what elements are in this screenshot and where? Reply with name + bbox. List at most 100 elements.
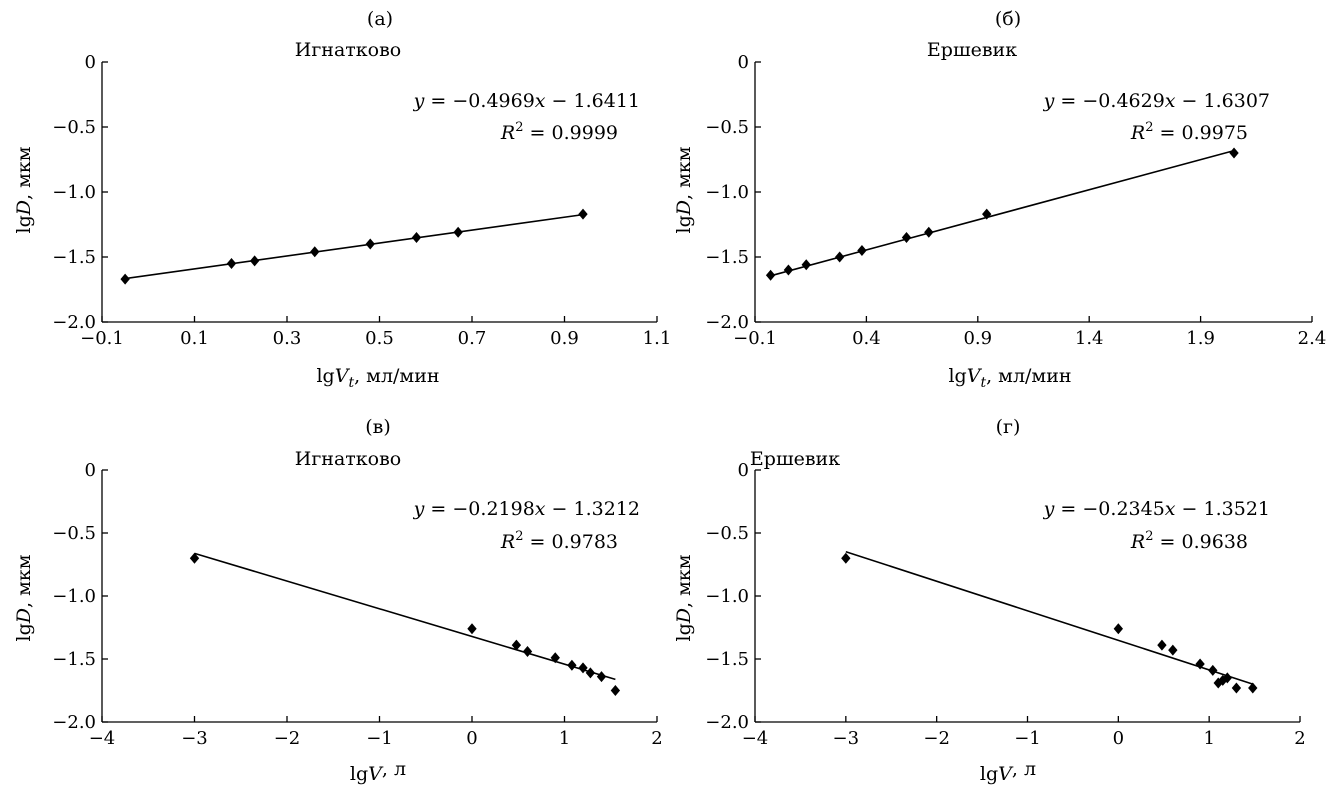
x-tick-label: 0.9 <box>963 328 992 349</box>
data-point <box>511 639 522 651</box>
y-tick-label: −1.5 <box>52 247 96 268</box>
data-point <box>1248 682 1258 694</box>
data-point <box>1113 623 1124 635</box>
x-tick-label: −4 <box>742 728 769 749</box>
x-tick-label: 2 <box>651 728 662 749</box>
data-point <box>365 238 375 250</box>
data-point <box>585 667 596 679</box>
y-tick-label: −1.0 <box>52 586 96 607</box>
panel-a: (а) Игнатково y = −0.4969x − 1.6411 R2 =… <box>13 8 671 391</box>
data-point <box>411 232 422 243</box>
data-point <box>596 671 607 683</box>
y-tick-label: −0.5 <box>52 523 96 544</box>
data-point <box>189 552 200 564</box>
data-point <box>610 685 621 696</box>
x-axis-label: lgVt, мл/мин <box>316 365 439 391</box>
y-tick-label: −0.5 <box>52 117 96 138</box>
panel-b: (б) Ершевик y = −0.4629x − 1.6307 R2 = 0… <box>673 8 1326 391</box>
x-axis-label: lgV, л <box>350 758 406 785</box>
data-point <box>567 659 577 671</box>
x-tick-label: −2 <box>274 728 301 749</box>
trend-equation: y = −0.2345x − 1.3521 <box>1043 498 1270 520</box>
data-point <box>550 652 560 664</box>
r-squared: R2 = 0.9975 <box>1130 120 1248 144</box>
x-axis-label: lgV, л <box>980 758 1036 785</box>
trend-line <box>845 550 1254 685</box>
data-point <box>120 273 130 285</box>
data-point <box>453 226 463 238</box>
x-tick-label: −3 <box>181 728 208 749</box>
data-point <box>765 269 776 281</box>
x-tick-label: 0.5 <box>365 328 394 349</box>
x-tick-label: −0.1 <box>733 328 777 349</box>
x-tick-label: 0.4 <box>852 328 881 349</box>
y-tick-label: −1.5 <box>705 649 749 670</box>
data-point <box>834 251 845 263</box>
x-tick-label: 0.7 <box>458 328 487 349</box>
trend-equation: y = −0.4629x − 1.6307 <box>1043 90 1270 112</box>
y-tick-label: −1.0 <box>52 182 96 203</box>
panel-d: (г) Ершевик y = −0.2345x − 1.3521 R2 = 0… <box>673 416 1306 785</box>
data-point <box>1208 664 1218 676</box>
data-point <box>801 259 811 271</box>
x-tick-label: −2 <box>923 728 950 749</box>
y-tick-label: −2.0 <box>52 312 96 333</box>
y-axis-label: lgD, мкм <box>673 554 695 641</box>
r-squared: R2 = 0.9783 <box>500 529 618 553</box>
panel-title: Игнатково <box>295 39 401 61</box>
x-tick-label: 1 <box>1203 728 1214 749</box>
y-tick-label: −1.5 <box>705 247 749 268</box>
y-tick-label: 0 <box>738 52 749 73</box>
panel-title: Игнатково <box>295 448 401 470</box>
data-point <box>310 246 320 258</box>
y-axis-label: lgD, мкм <box>13 554 35 641</box>
x-tick-label: 0 <box>466 728 477 749</box>
y-axis-label: lgD, мкм <box>13 146 35 233</box>
x-axis-label: lgVt, мл/мин <box>948 365 1071 391</box>
data-point <box>1222 672 1233 684</box>
y-tick-label: −1.0 <box>705 182 749 203</box>
data-point <box>522 645 533 657</box>
x-tick-label: −3 <box>833 728 860 749</box>
x-tick-label: 0.3 <box>273 328 302 349</box>
y-tick-label: 0 <box>85 52 96 73</box>
y-tick-label: −2.0 <box>705 712 749 733</box>
panel-title: Ершевик <box>927 39 1017 61</box>
r-squared: R2 = 0.9638 <box>1130 529 1248 553</box>
x-tick-label: 1.1 <box>643 328 672 349</box>
x-tick-label: 0.9 <box>550 328 579 349</box>
data-point <box>467 623 477 635</box>
x-tick-label: 0 <box>1113 728 1124 749</box>
data-point <box>841 552 851 564</box>
trend-line <box>770 149 1235 277</box>
trend-equation: y = −0.4969x − 1.6411 <box>413 90 640 112</box>
data-point <box>578 208 588 220</box>
y-tick-label: −0.5 <box>705 117 749 138</box>
data-point <box>578 662 588 674</box>
y-tick-label: −1.5 <box>52 649 96 670</box>
data-point <box>1157 639 1167 651</box>
data-point <box>226 258 237 269</box>
data-point <box>1229 147 1239 159</box>
x-tick-label: −1 <box>366 728 393 749</box>
panel-c: (в) Игнатково y = −0.2198x − 1.3212 R2 =… <box>13 416 663 785</box>
trend-line <box>194 552 616 681</box>
panel-label: (б) <box>995 8 1021 30</box>
panel-label: (г) <box>996 416 1021 438</box>
x-tick-label: 1.4 <box>1075 328 1104 349</box>
trend-line <box>125 213 584 280</box>
data-point <box>249 255 260 267</box>
data-point <box>982 208 992 220</box>
y-tick-label: −2.0 <box>52 712 96 733</box>
data-point <box>857 245 867 256</box>
y-tick-label: 0 <box>738 460 749 481</box>
y-axis-label: lgD, мкм <box>673 146 695 233</box>
y-tick-label: 0 <box>85 460 96 481</box>
r-squared: R2 = 0.9999 <box>500 120 618 144</box>
data-point <box>1168 644 1178 656</box>
data-point <box>1231 682 1242 694</box>
panel-label: (а) <box>367 8 393 30</box>
panel-title: Ершевик <box>750 448 840 470</box>
x-tick-label: −0.1 <box>80 328 124 349</box>
